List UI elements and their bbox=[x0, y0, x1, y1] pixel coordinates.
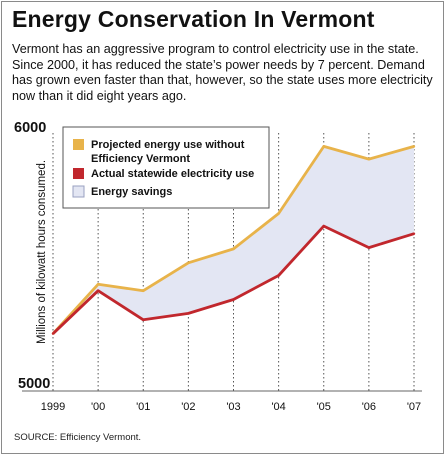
point-projected-2 bbox=[142, 289, 145, 292]
legend-swatch-actual bbox=[73, 168, 84, 179]
x-tick-label-1: '00 bbox=[91, 401, 105, 413]
point-actual-3 bbox=[187, 312, 190, 315]
y-axis-label: Millions of kilowatt hours consumed. bbox=[36, 160, 48, 344]
x-tick-label-2: '01 bbox=[136, 401, 150, 413]
point-actual-2 bbox=[142, 318, 145, 321]
legend-label-projected-line1: Projected energy use without bbox=[91, 139, 245, 151]
point-projected-5 bbox=[277, 212, 280, 215]
legend-swatch-projected bbox=[73, 139, 84, 150]
energy-savings-area bbox=[53, 146, 414, 334]
point-projected-1 bbox=[96, 283, 100, 286]
x-tick-label-5: '04 bbox=[271, 401, 285, 413]
legend-label-actual: Actual statewide electricity use bbox=[91, 168, 254, 180]
legend-label-savings: Energy savings bbox=[91, 186, 172, 198]
point-actual-5 bbox=[277, 274, 280, 277]
x-tick-label-7: '06 bbox=[362, 401, 376, 413]
point-projected-8 bbox=[412, 145, 416, 148]
point-projected-6 bbox=[322, 145, 325, 148]
source-note: SOURCE: Efficiency Vermont. bbox=[14, 432, 142, 443]
x-tick-label-8: '07 bbox=[407, 401, 421, 413]
point-actual-7 bbox=[367, 246, 371, 249]
legend-box bbox=[62, 126, 270, 209]
point-actual-1 bbox=[96, 289, 100, 292]
point-actual-6 bbox=[322, 224, 325, 228]
legend-label-projected-line2: Efficiency Vermont bbox=[91, 153, 190, 165]
y-tick-label-bottom: 5000 bbox=[18, 376, 50, 392]
point-projected-3 bbox=[187, 261, 190, 265]
point-actual-4 bbox=[232, 298, 235, 301]
point-projected-7 bbox=[367, 157, 371, 161]
legend-swatch-savings bbox=[72, 185, 85, 198]
chart-subtitle: Vermont has an aggressive program to con… bbox=[12, 42, 433, 103]
chart-title: Energy Conservation In Vermont bbox=[12, 6, 375, 32]
x-tick-label-6: '05 bbox=[317, 401, 331, 413]
point-actual-0 bbox=[51, 332, 55, 335]
x-tick-label-4: '03 bbox=[226, 401, 240, 413]
x-tick-label-3: '02 bbox=[181, 401, 195, 413]
point-projected-4 bbox=[232, 247, 235, 251]
point-actual-8 bbox=[412, 232, 416, 235]
y-tick-label-top: 6000 bbox=[14, 120, 46, 136]
legend: Projected energy use without Efficiency … bbox=[62, 126, 270, 209]
x-tick-label-0: 1999 bbox=[41, 401, 65, 413]
